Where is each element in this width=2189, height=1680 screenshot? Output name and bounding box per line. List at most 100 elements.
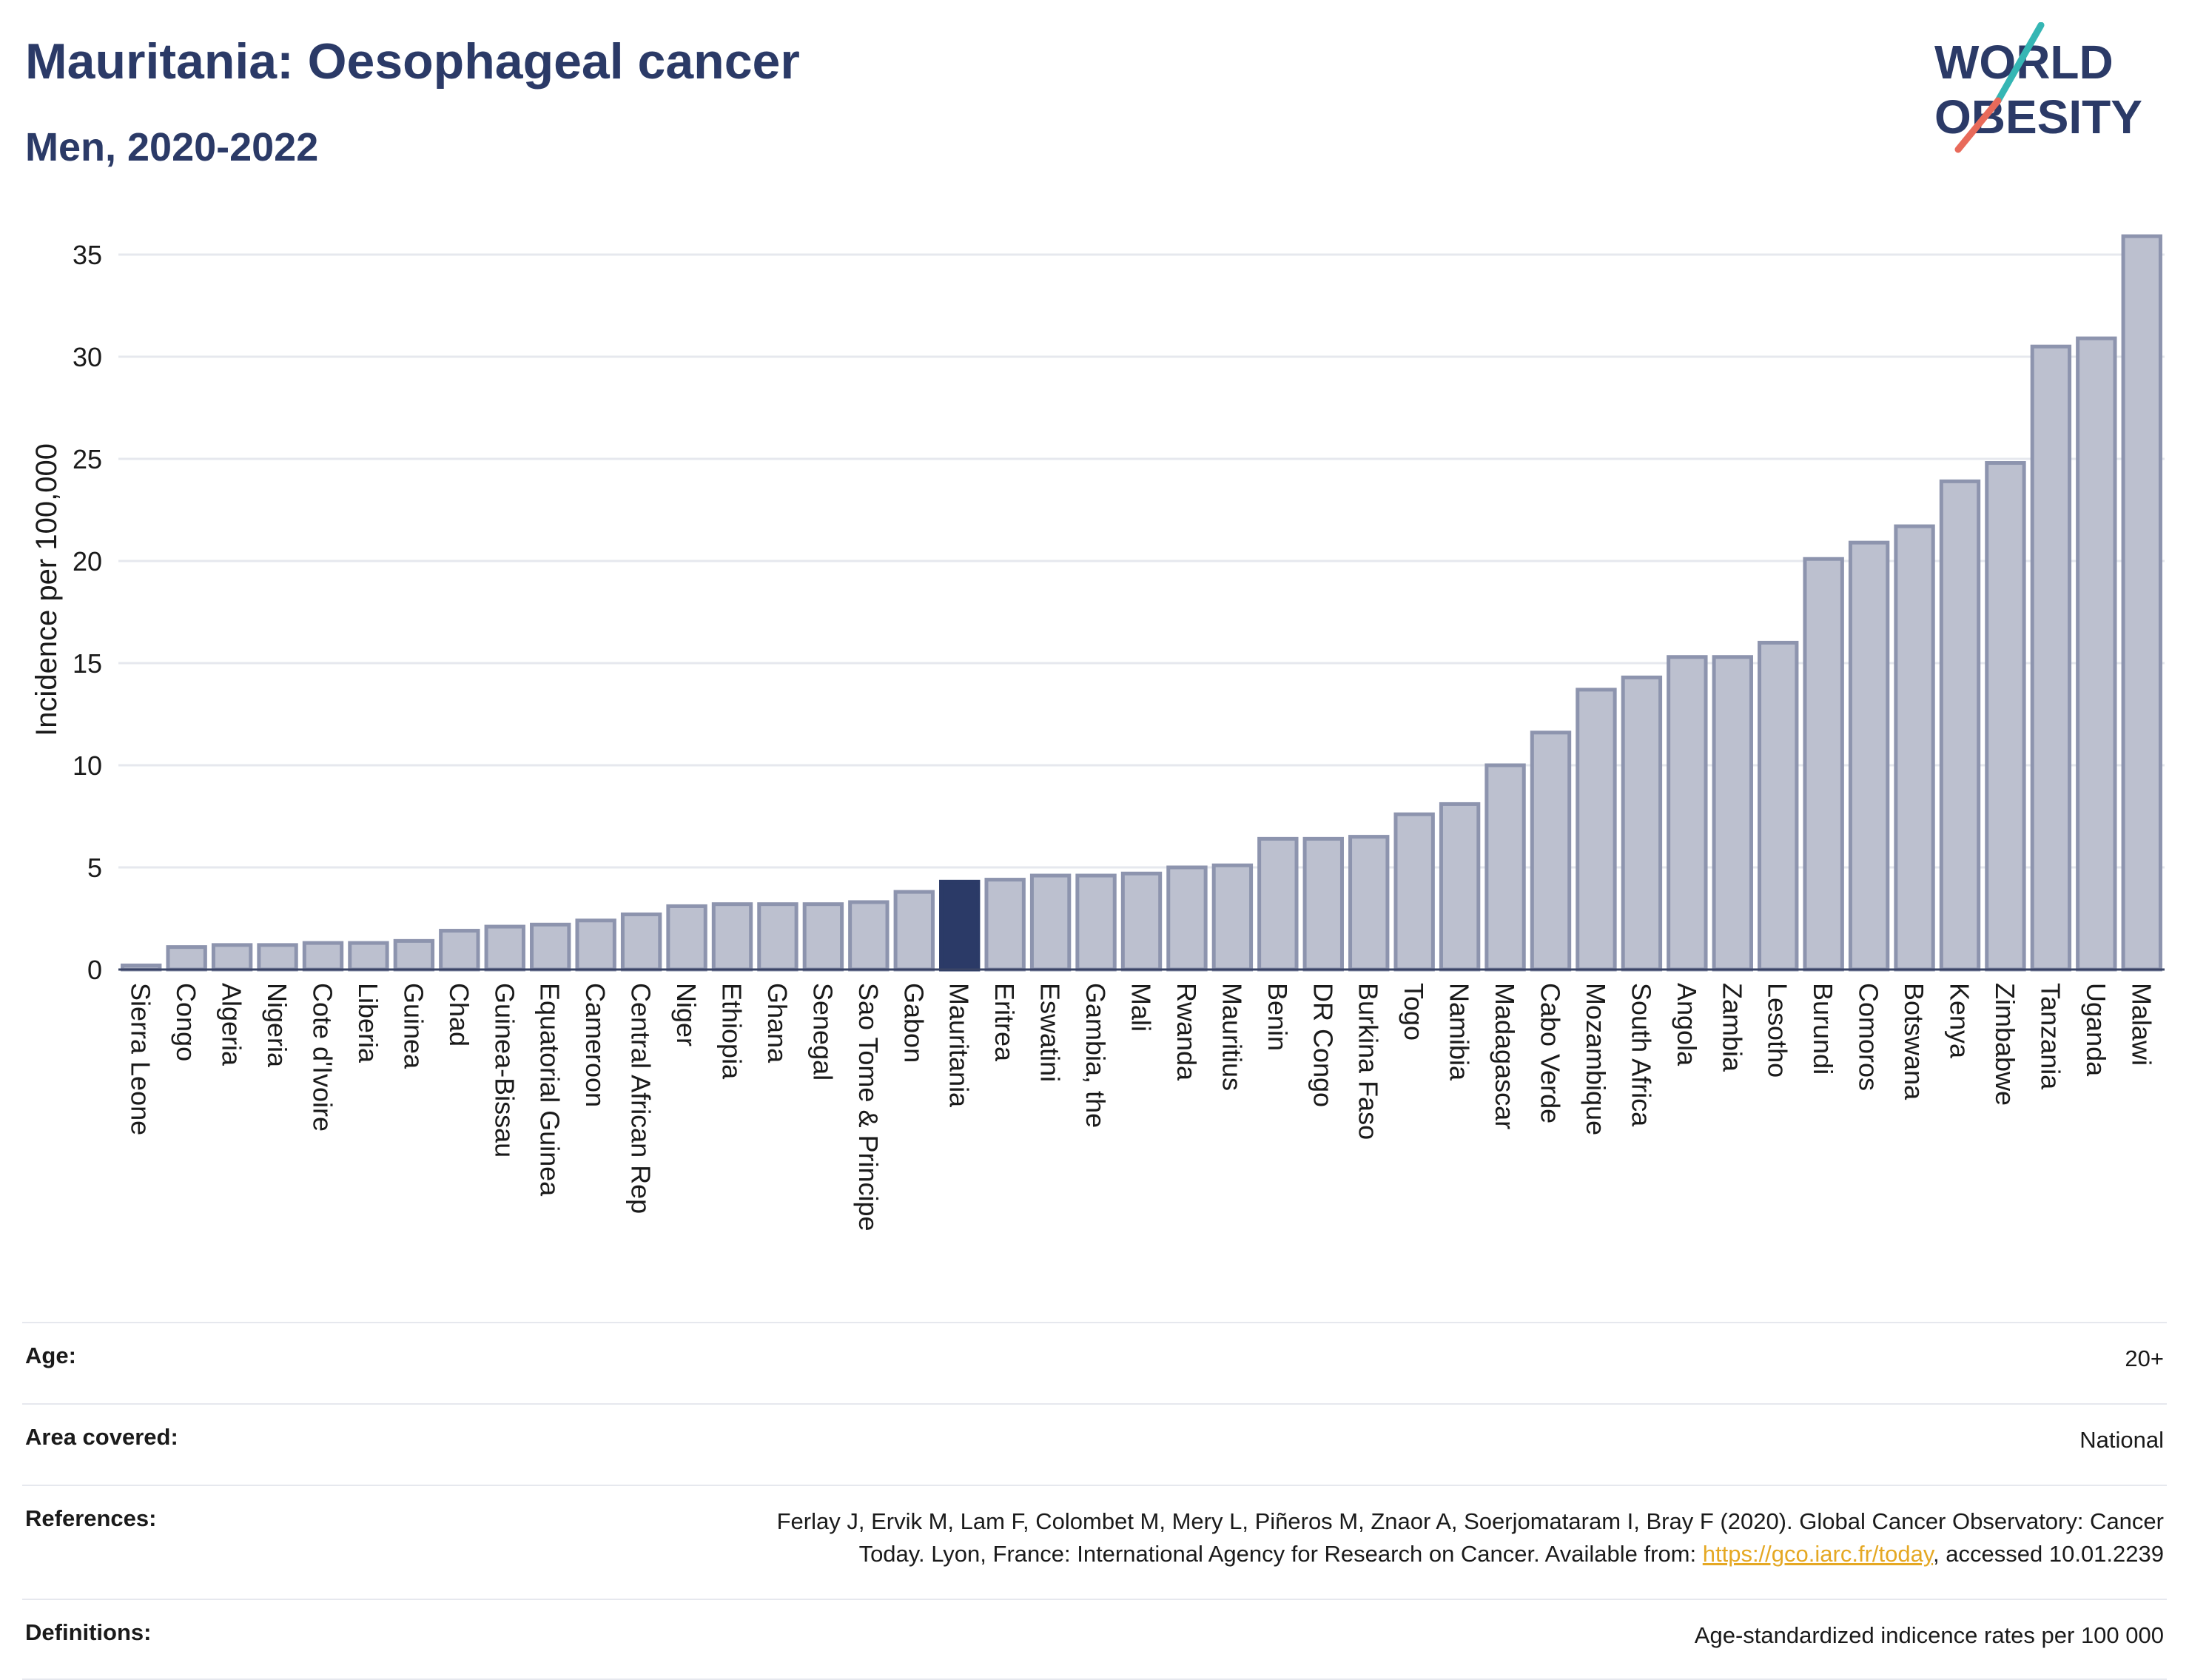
y-tick-label: 25 <box>73 444 102 474</box>
x-tick-label: Congo <box>171 983 201 1061</box>
y-tick-label: 30 <box>73 342 102 372</box>
bar-angola <box>1667 655 1708 972</box>
x-tick-label: Namibia <box>1445 983 1475 1081</box>
y-tick-label: 15 <box>73 648 102 679</box>
y-tick-label: 20 <box>73 546 102 577</box>
x-tick-label: Benin <box>1262 983 1293 1051</box>
x-tick-label: Liberia <box>353 983 383 1064</box>
area-value: National <box>324 1403 2167 1485</box>
x-tick-labels: Sierra Leone Congo Algeria Nigeria Cote d'Iv… <box>126 983 2157 1232</box>
bar-eswatini <box>1029 873 1072 972</box>
x-tick-label: Zimbabwe <box>1990 983 2020 1106</box>
x-tick-label: Chad <box>444 983 474 1046</box>
bar-chart: 0 5 10 15 20 25 30 35 Sierra Leone Congo Algeria N… <box>30 234 2165 1232</box>
bar-mali <box>1120 871 1163 972</box>
bar-chad <box>439 929 480 972</box>
bar-guinea-bissau <box>484 924 525 972</box>
info-row-references: References: Ferlay J, Ervik M, Lam F, Co… <box>22 1485 2167 1599</box>
bar-namibia <box>1439 802 1481 972</box>
x-tick-label: Sierra Leone <box>126 983 156 1135</box>
info-row-area: Area covered: National <box>22 1403 2167 1485</box>
x-tick-label: Burundi <box>1808 983 1838 1075</box>
bar-gambia-the <box>1075 873 1117 972</box>
bar-central-african-rep <box>620 912 662 972</box>
x-tick-label: Mauritania <box>944 983 975 1108</box>
bar-togo <box>1393 812 1435 972</box>
bar-rwanda <box>1166 865 1208 972</box>
x-tick-label: South Africa <box>1626 983 1656 1127</box>
x-tick-label: Cote d'Ivoire <box>308 983 338 1132</box>
x-tick-label: Comoros <box>1854 983 1884 1091</box>
x-tick-label: Angola <box>1672 983 1702 1066</box>
x-tick-label: Zambia <box>1717 983 1747 1072</box>
bar-eritrea <box>984 878 1026 972</box>
bar-niger <box>666 904 707 972</box>
y-tick-labels: 0 5 10 15 20 25 30 35 <box>73 240 102 985</box>
bar-burkina-faso <box>1348 835 1390 972</box>
bar-dr-congo <box>1302 836 1344 972</box>
bar-benin <box>1257 836 1299 972</box>
bar-cabo-verde <box>1530 730 1572 972</box>
bar-gabon <box>893 890 935 972</box>
logo-text-world: WORLD <box>1934 36 2114 89</box>
x-tick-label: Guinea <box>398 983 428 1069</box>
x-tick-label: Cabo Verde <box>1536 983 1566 1123</box>
age-value: 20+ <box>324 1322 2167 1404</box>
references-label: References: <box>22 1485 324 1599</box>
x-tick-label: Algeria <box>217 983 247 1066</box>
chart-title: Mauritania: Oesophageal cancer <box>25 33 800 90</box>
info-row-age: Age: 20+ <box>22 1322 2167 1404</box>
x-tick-label: Mozambique <box>1581 983 1611 1135</box>
bar-senegal <box>802 902 844 972</box>
x-tick-label: Ethiopia <box>717 983 747 1080</box>
x-tick-label: Burkina Faso <box>1354 983 1384 1140</box>
chart-subtitle: Men, 2020-2022 <box>25 125 319 169</box>
x-tick-label: Uganda <box>2081 983 2111 1077</box>
bar-botswana <box>1894 524 1935 972</box>
bar-liberia <box>348 941 389 972</box>
logo-slash-teal <box>1994 22 2045 104</box>
bar-zambia <box>1712 655 1753 972</box>
bars <box>121 234 2162 972</box>
bar-cameroon <box>575 918 616 972</box>
references-text-2: Today. Lyon, France: International Agenc… <box>858 1541 1703 1567</box>
y-axis-label: Incidence per 100,000 <box>30 443 63 736</box>
bar-madagascar <box>1484 763 1526 972</box>
definitions-label: Definitions: <box>22 1599 324 1680</box>
info-row-definitions: Definitions: Age-standardized indicence … <box>22 1599 2167 1680</box>
x-tick-label: Eswatini <box>1035 983 1066 1082</box>
bar-kenya <box>1939 479 1981 972</box>
x-tick-label: Tanzania <box>2035 983 2065 1090</box>
x-tick-label: Gambia, the <box>1080 983 1111 1128</box>
x-tick-label: Togo <box>1399 983 1429 1041</box>
x-tick-label: Equatorial Guinea <box>535 983 565 1197</box>
y-tick-label: 35 <box>73 240 102 270</box>
x-tick-label: Lesotho <box>1763 983 1793 1078</box>
y-tick-label: 5 <box>87 853 102 883</box>
references-value: Ferlay J, Ervik M, Lam F, Colombet M, Me… <box>324 1485 2167 1599</box>
x-tick-label: Eritrea <box>989 983 1020 1062</box>
references-text-1: Ferlay J, Ervik M, Lam F, Colombet M, Me… <box>776 1508 2164 1534</box>
bar-ethiopia <box>711 902 753 972</box>
bar-cote-d-ivoire <box>302 941 344 972</box>
x-tick-label: Nigeria <box>262 983 292 1068</box>
x-tick-label: Mauritius <box>1217 983 1247 1091</box>
bar-south-africa <box>1621 675 1663 972</box>
x-tick-label: Botswana <box>1899 983 1929 1101</box>
x-tick-label: Cameroon <box>580 983 611 1107</box>
references-link[interactable]: https://gco.iarc.fr/today <box>1702 1541 1934 1567</box>
bar-mauritius <box>1211 863 1254 972</box>
bar-lesotho <box>1758 640 1799 972</box>
x-tick-label: Guinea-Bissau <box>489 983 519 1157</box>
x-tick-label: Rwanda <box>1171 983 1202 1081</box>
bar-nigeria <box>257 943 298 972</box>
bar-algeria <box>211 943 253 972</box>
x-tick-label: DR Congo <box>1308 983 1338 1107</box>
x-tick-label: Kenya <box>1945 983 1975 1059</box>
x-tick-label: Niger <box>671 983 702 1046</box>
bar-congo <box>166 945 207 972</box>
x-tick-label: Malawi <box>2126 983 2156 1066</box>
x-tick-label: Gabon <box>898 983 929 1063</box>
bar-tanzania <box>2030 344 2072 972</box>
x-tick-label: Central African Rep <box>626 983 656 1214</box>
